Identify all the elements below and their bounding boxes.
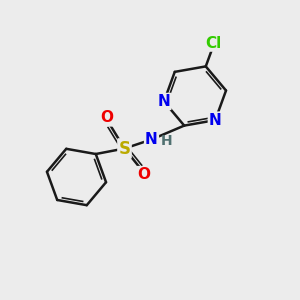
Text: N: N xyxy=(209,112,222,128)
Text: N: N xyxy=(158,94,170,109)
Text: O: O xyxy=(137,167,151,182)
Text: S: S xyxy=(118,140,130,158)
Text: O: O xyxy=(100,110,113,125)
Text: N: N xyxy=(145,132,158,147)
Text: Cl: Cl xyxy=(205,36,221,51)
Text: H: H xyxy=(160,134,172,148)
